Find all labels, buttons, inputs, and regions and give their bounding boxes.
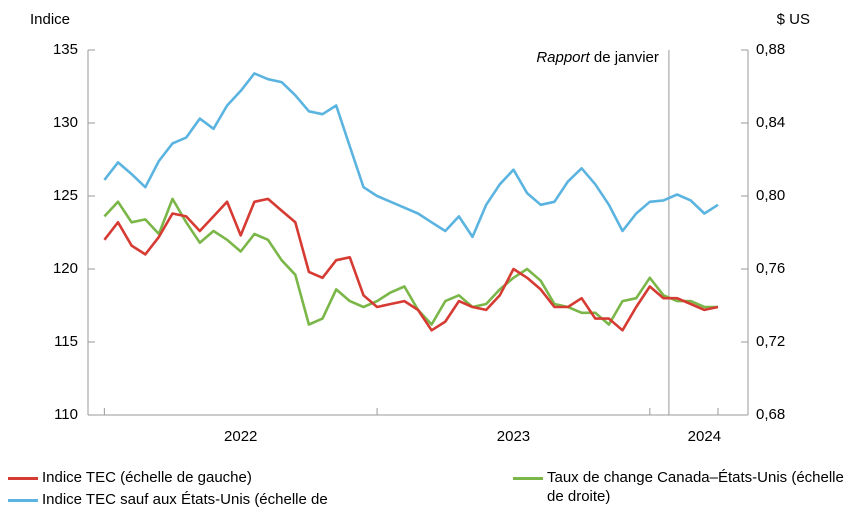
- legend-item: Indice TEC sauf aux États-Unis (échelle …: [8, 490, 368, 510]
- y-tick-label: 130: [53, 114, 78, 131]
- y2-tick-label: 0,84: [756, 114, 785, 131]
- legend-item: Taux de change Canada–États-Unis (échell…: [513, 468, 853, 506]
- annotation-italic: Rapport: [536, 49, 590, 66]
- y2-tick-label: 0,68: [756, 406, 785, 423]
- legend-swatch: [513, 477, 543, 480]
- annotation: Rapport de janvier: [536, 49, 659, 66]
- legend-swatch: [8, 477, 38, 480]
- y2-tick-label: 0,88: [756, 41, 785, 58]
- y-tick-label: 110: [54, 406, 78, 423]
- series-line: [103, 197, 719, 332]
- series-line: [103, 72, 719, 239]
- legend-swatch: [8, 499, 38, 502]
- y2-tick-label: 0,76: [756, 260, 785, 277]
- y2-tick-label: 0,72: [756, 333, 785, 350]
- y-tick-label: 115: [54, 333, 78, 350]
- annotation-text: de janvier: [590, 49, 659, 66]
- y2-axis-title: $ US: [777, 11, 810, 28]
- legend-label: Indice TEC (échelle de gauche): [42, 469, 252, 486]
- y-tick-label: 125: [53, 187, 78, 204]
- y-tick-label: 135: [53, 41, 78, 58]
- x-tick-label: 2023: [497, 428, 530, 445]
- y-tick-label: 120: [53, 260, 78, 277]
- x-tick-label: 2024: [688, 428, 721, 445]
- legend-label: Indice TEC sauf aux États-Unis (échelle …: [42, 491, 328, 508]
- y-axis-title: Indice: [30, 11, 70, 28]
- series-line: [103, 197, 718, 326]
- x-tick-label: 2022: [224, 428, 257, 445]
- y2-tick-label: 0,80: [756, 187, 785, 204]
- legend-item: Indice TEC (échelle de gauche): [8, 468, 328, 487]
- legend-label: Taux de change Canada–États-Unis (échell…: [547, 469, 844, 505]
- chart: Indice $ US 110 115 120 125 130 135 0,68 0,72 0,…: [30, 11, 810, 445]
